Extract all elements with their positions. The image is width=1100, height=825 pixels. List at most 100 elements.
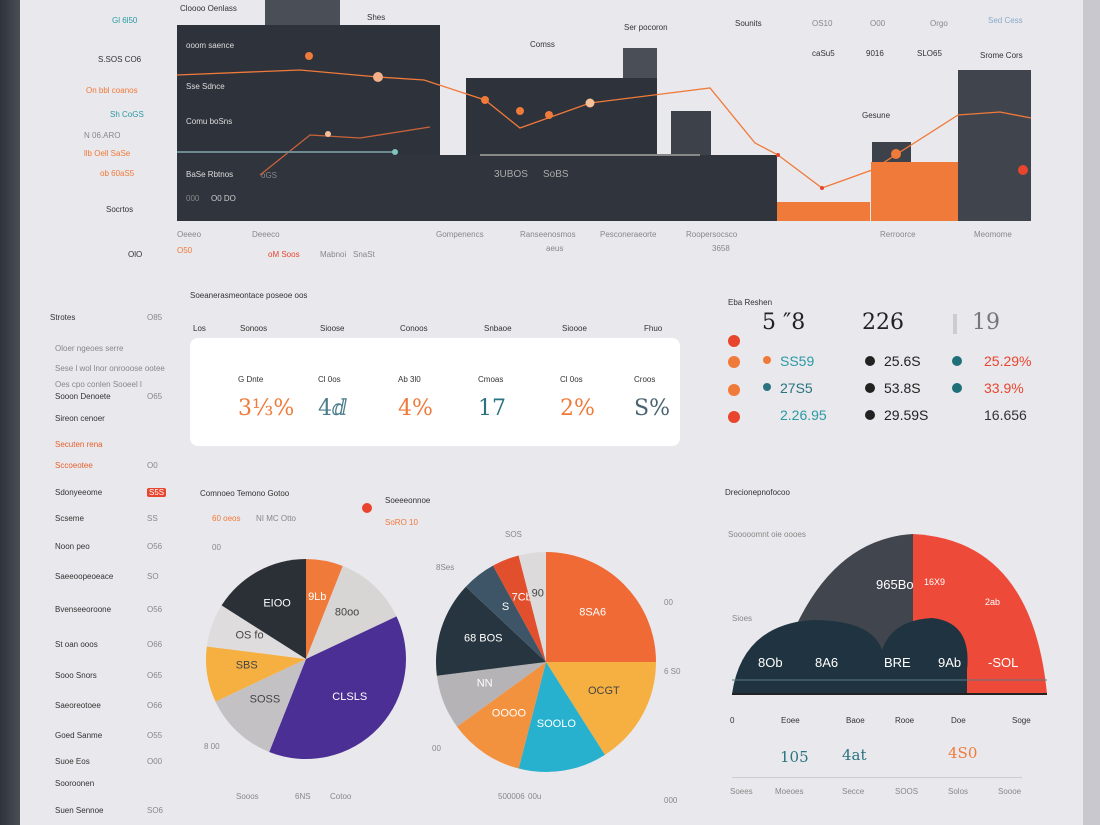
sidebar-item[interactable]: Sooon Denoete bbox=[55, 392, 111, 401]
area-value: 4S0 bbox=[948, 744, 978, 762]
area-label: -SOL bbox=[988, 655, 1019, 670]
x-sub: oM Soos bbox=[268, 250, 300, 259]
stats-header[interactable]: Sonoos bbox=[240, 324, 268, 333]
area-label: 8Ob bbox=[758, 655, 783, 670]
panel-label: oGS bbox=[261, 171, 278, 180]
pie-axis-label: 00 bbox=[432, 744, 441, 753]
pie-axis-label: 000 bbox=[664, 796, 678, 805]
pie-slice[interactable] bbox=[206, 646, 306, 702]
x-sub: SnaSt bbox=[353, 250, 375, 259]
legend-dot bbox=[362, 503, 372, 513]
stats-header[interactable]: Conoos bbox=[400, 324, 428, 333]
header-label: Ser pocoron bbox=[624, 23, 668, 32]
area-x2-label: Moeoes bbox=[775, 787, 804, 796]
pie-slice[interactable] bbox=[306, 559, 343, 659]
panel-label: ooom saence bbox=[186, 41, 235, 50]
bar bbox=[777, 202, 870, 221]
pie-slice[interactable] bbox=[546, 662, 656, 755]
pie-slice[interactable] bbox=[465, 565, 546, 662]
pie-slice[interactable] bbox=[546, 552, 656, 662]
pie-slice[interactable] bbox=[269, 616, 406, 759]
pie-slice[interactable] bbox=[436, 586, 546, 676]
stats-header[interactable]: Snbaoe bbox=[484, 324, 512, 333]
pie-axis-label: Cotoo bbox=[330, 792, 352, 801]
pie-slice[interactable] bbox=[221, 559, 306, 659]
stats-header[interactable]: Sioooe bbox=[562, 324, 587, 333]
left-label: Socrtos bbox=[106, 205, 134, 214]
sidebar-item[interactable]: Sccoeotee bbox=[55, 461, 93, 470]
stats-header[interactable]: Fhuo bbox=[644, 324, 663, 333]
sidebar-item[interactable]: Sooroonen bbox=[55, 779, 95, 788]
header-label: Comss bbox=[530, 40, 555, 49]
sidebar-item[interactable]: Suoe Eos bbox=[55, 757, 90, 766]
pie-axis-label: 6NS bbox=[295, 792, 311, 801]
sidebar-item[interactable]: Bvenseeoroone bbox=[55, 605, 112, 614]
top-tab[interactable] bbox=[265, 0, 340, 25]
sidebar-item[interactable]: Strotes bbox=[50, 313, 76, 322]
pie-slice[interactable] bbox=[215, 659, 306, 752]
sidebar-item[interactable]: Suen Sennoe bbox=[55, 806, 104, 815]
pie-slice[interactable] bbox=[518, 662, 605, 772]
x-label: Pesconeraeorte bbox=[600, 230, 657, 239]
stats-header[interactable]: Los bbox=[193, 324, 206, 333]
pie-label: SBS bbox=[236, 659, 258, 671]
pie-axis-label: 00 bbox=[664, 598, 673, 607]
x-sub: Mabnoi bbox=[320, 250, 347, 259]
sidebar-item[interactable]: Secuten rena bbox=[55, 440, 103, 449]
pie-label: 90 bbox=[532, 588, 544, 600]
stat-value: 4ⅆ bbox=[318, 396, 348, 421]
x-label: Rerroorce bbox=[880, 230, 916, 239]
sidebar-item[interactable]: Sireon cenoer bbox=[55, 414, 105, 423]
pie-slice[interactable] bbox=[518, 552, 546, 662]
stats-title: Soeanerasmeontace poseoe oos bbox=[190, 291, 308, 300]
sidebar-item[interactable]: Sdonyeeome bbox=[55, 488, 103, 497]
sidebar-item[interactable]: Saeeoopeoeace bbox=[55, 572, 114, 581]
pie-axis-label: 8 00 bbox=[204, 742, 220, 751]
header-label: Orgo bbox=[930, 19, 948, 28]
area-x2-label: Secce bbox=[842, 787, 865, 796]
sidebar-item-value: O00 bbox=[147, 757, 163, 766]
pie-axis-label: 500006 bbox=[498, 792, 525, 801]
pie-label: SOOLO bbox=[537, 718, 577, 730]
stats-card bbox=[190, 338, 680, 446]
pie-axis-label: Sooos bbox=[236, 792, 259, 801]
series-dot bbox=[952, 383, 962, 393]
x-sub: aeus bbox=[546, 244, 564, 253]
pie-slice[interactable] bbox=[206, 605, 306, 659]
right-frame bbox=[1083, 0, 1100, 825]
sidebar-item[interactable]: Oes cpo conlen Sooeel l bbox=[55, 380, 142, 389]
sidebar-item-value: O56 bbox=[147, 605, 163, 614]
area-x-label: Rooe bbox=[895, 716, 915, 725]
area-x2-label: SOOS bbox=[895, 787, 919, 796]
status-dot bbox=[728, 335, 740, 347]
stat-label: Cl 0os bbox=[560, 375, 583, 384]
pie-legend: NI MC Otto bbox=[256, 514, 297, 523]
pie-axis-label: SOS bbox=[505, 530, 522, 539]
top-title: Cloooo Oenlass bbox=[180, 4, 237, 13]
pie-slice[interactable] bbox=[457, 662, 546, 769]
header-label: SLO65 bbox=[917, 49, 942, 58]
sidebar-item[interactable]: Sese l wol lnor onrooose ootee bbox=[55, 364, 165, 373]
series-dot bbox=[763, 356, 771, 364]
area-x2-label: Soooe bbox=[998, 787, 1022, 796]
kpi-value: 25.29% bbox=[984, 353, 1032, 369]
left-frame bbox=[0, 0, 20, 825]
stats-header[interactable]: Sioose bbox=[320, 324, 345, 333]
sidebar-item[interactable]: Scseme bbox=[55, 514, 84, 523]
pie-label: 8SA6 bbox=[579, 606, 606, 618]
pie-slice[interactable] bbox=[306, 566, 397, 659]
sidebar-item[interactable]: Saeoreotoee bbox=[55, 701, 101, 710]
sidebar-item[interactable]: Goed Sanme bbox=[55, 731, 103, 740]
bar bbox=[466, 78, 657, 155]
sidebar-item[interactable]: Noon peo bbox=[55, 542, 90, 551]
sidebar-item[interactable]: Sooo Snors bbox=[55, 671, 97, 680]
sidebar-item[interactable]: Oloer ngeoes serre bbox=[55, 344, 124, 353]
pie-slice[interactable] bbox=[436, 662, 546, 727]
stat-label: Cl 0os bbox=[318, 375, 341, 384]
x-sub: 3658 bbox=[712, 244, 730, 253]
sidebar-item-value: O66 bbox=[147, 640, 163, 649]
header-label: caSu5 bbox=[812, 49, 835, 58]
pie-label: EIOO bbox=[263, 597, 291, 609]
sidebar-item[interactable]: St oan ooos bbox=[55, 640, 98, 649]
pie-slice[interactable] bbox=[493, 555, 546, 662]
